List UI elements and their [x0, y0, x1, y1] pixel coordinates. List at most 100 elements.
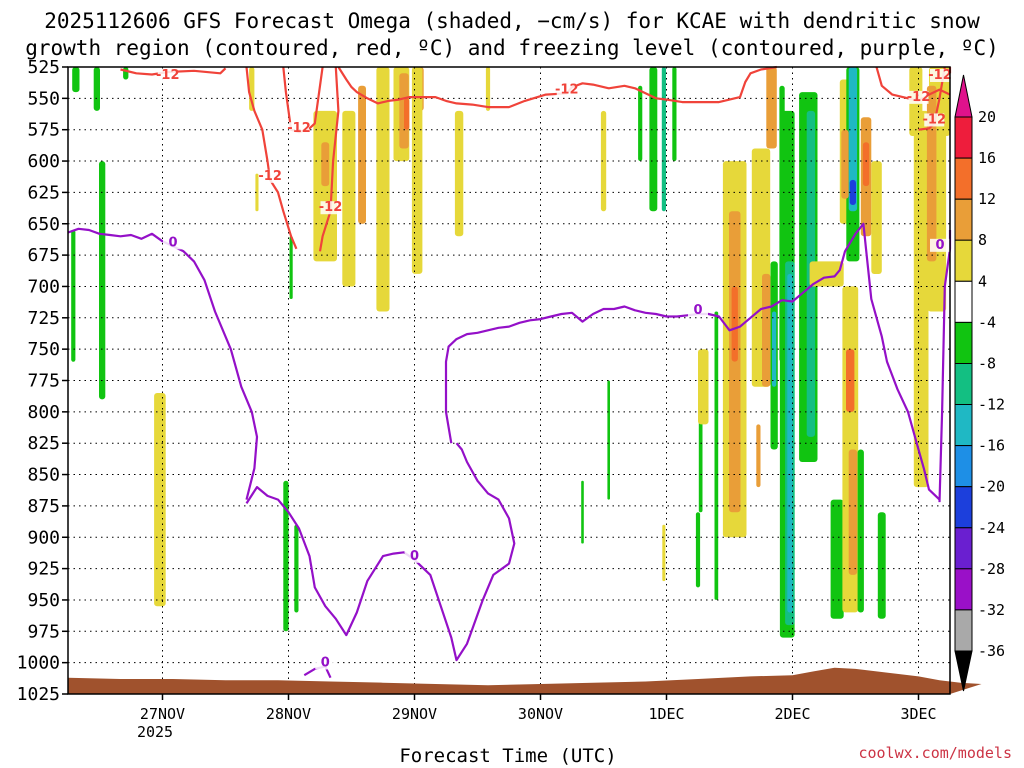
- omega-patch: [926, 85, 937, 262]
- dgz-contour-label-bg: [320, 201, 341, 215]
- y-tick-label: 750: [27, 339, 60, 360]
- omega-patch: [485, 67, 491, 111]
- omega-patch: [841, 129, 849, 199]
- x-tick-label: 30NOV: [518, 705, 563, 723]
- freezing-contour-label-bg: [688, 304, 708, 318]
- omega-patch: [698, 399, 703, 513]
- y-tick-label: 700: [27, 276, 60, 297]
- colorbar-band: [954, 445, 973, 488]
- omega-patch: [848, 449, 858, 575]
- omega-patch: [698, 349, 709, 425]
- colorbar-band: [954, 486, 973, 529]
- x-tick-label: 3DEC: [900, 705, 936, 723]
- dgz-contour-label: -12: [555, 82, 579, 97]
- omega-patch: [772, 311, 777, 387]
- omega-patch: [877, 512, 886, 619]
- y-tick-label: 925: [27, 559, 60, 580]
- omega-patch: [714, 311, 719, 600]
- dgz-contour-label: -12: [928, 68, 952, 83]
- y-tick-label: 1000: [17, 653, 60, 674]
- omega-patch: [71, 230, 76, 362]
- x-tick-label: 2DEC: [774, 705, 810, 723]
- omega-patch: [661, 67, 666, 212]
- colorbar-tick-label: 12: [978, 190, 996, 208]
- colorbar-tick-label: 4: [978, 272, 987, 290]
- omega-patch: [848, 67, 858, 212]
- y-tick-label: 950: [27, 590, 60, 611]
- colorbar-band: [954, 568, 973, 611]
- omega-patch: [695, 512, 701, 588]
- omega-patch: [849, 179, 856, 205]
- dgz-contour-label-bg: [157, 69, 178, 82]
- freezing-contour-label-bg: [163, 236, 183, 250]
- dgz-contour-label: -12: [156, 68, 180, 83]
- y-tick-label: 550: [27, 88, 60, 109]
- y-tick-label: 900: [27, 527, 60, 548]
- colorbar-tick-label: -28: [978, 560, 1005, 578]
- freezing-contour-label: 0: [168, 235, 177, 250]
- chart-title-line-1: 2025112606 GFS Forecast Omega (shaded, −…: [44, 9, 980, 33]
- freezing-contour-label: 0: [935, 238, 944, 253]
- colorbar: 20 16 12 8 4 -4 -8 -12 -16 -20 -24 -28 -32 -36: [954, 74, 1005, 692]
- dgz-contour-label: -12: [923, 112, 947, 127]
- x-axis: 27NOV 28NOV 29NOV 30NOV 1DEC 2DEC 3DEC: [140, 694, 937, 723]
- y-tick-label: 675: [27, 245, 60, 266]
- colorbar-band: [954, 116, 973, 159]
- x-tick-label: 29NOV: [392, 705, 437, 723]
- credit-link[interactable]: coolwx.com/models: [858, 744, 1012, 762]
- colorbar-tick-label: -20: [978, 478, 1005, 496]
- omega-patch: [154, 393, 166, 607]
- omega-patch: [454, 110, 464, 237]
- omega-patch: [762, 273, 771, 387]
- omega-patch: [255, 173, 259, 212]
- dgz-contour-label: -12: [319, 200, 343, 215]
- omega-patch: [857, 449, 864, 613]
- omega-patch: [376, 67, 390, 312]
- omega-patch: [672, 67, 677, 162]
- colorbar-tick-label: -36: [978, 642, 1005, 660]
- omega-patch: [283, 480, 289, 632]
- terrain-layer: [68, 667, 982, 694]
- omega-patch: [871, 161, 882, 274]
- colorbar-tick-label: -16: [978, 437, 1005, 455]
- y-axis: 525 550 575 600 625 650 675 700 725 750 775 800 825 8…: [17, 57, 68, 705]
- dgz-contour-label-bg: [908, 90, 929, 104]
- x-tick-label: 27NOV: [140, 705, 185, 723]
- colorbar-tick-label: 20: [978, 108, 996, 126]
- y-tick-label: 575: [27, 120, 60, 141]
- x-tick-label: 28NOV: [266, 705, 311, 723]
- omega-patch: [123, 67, 129, 80]
- chart-title-line-2: growth region (contoured, red, ºC) and f…: [25, 36, 999, 60]
- y-tick-label: 525: [27, 57, 60, 78]
- omega-patch: [358, 85, 366, 224]
- dgz-contour-label: -12: [907, 90, 931, 105]
- dgz-contour-label-bg: [289, 122, 309, 136]
- omega-patch: [321, 142, 330, 187]
- dgz-contour-label-bg: [260, 169, 281, 183]
- freezing-contours: 0 0 0 0 0: [67, 222, 952, 679]
- dgz-contour-label-bg: [924, 113, 945, 127]
- colorbar-tick-label: 16: [978, 149, 996, 167]
- omega-patch: [766, 67, 777, 149]
- colorbar-tick-label: 8: [978, 231, 987, 249]
- freezing-contour-line: [444, 222, 941, 501]
- terrain-fill: [68, 667, 982, 694]
- omega-patch: [289, 236, 293, 299]
- colorbar-top-arrow: [954, 74, 973, 118]
- omega-patch: [638, 85, 643, 161]
- omega-patch: [607, 380, 610, 500]
- freezing-contour-label: 0: [410, 549, 419, 564]
- colorbar-tick-label: -8: [978, 355, 996, 373]
- omega-patch: [581, 480, 584, 544]
- freezing-contour-label-bg: [315, 656, 336, 670]
- y-tick-label: 800: [27, 402, 60, 423]
- colorbar-band: [954, 527, 973, 570]
- omega-patch: [313, 110, 337, 262]
- omega-patch: [72, 67, 80, 93]
- y-tick-label: 875: [27, 496, 60, 517]
- y-tick-label: 975: [27, 621, 60, 642]
- x-year-label: 2025: [137, 723, 173, 741]
- colorbar-band: [954, 239, 973, 282]
- freezing-contour-label: 0: [321, 655, 330, 670]
